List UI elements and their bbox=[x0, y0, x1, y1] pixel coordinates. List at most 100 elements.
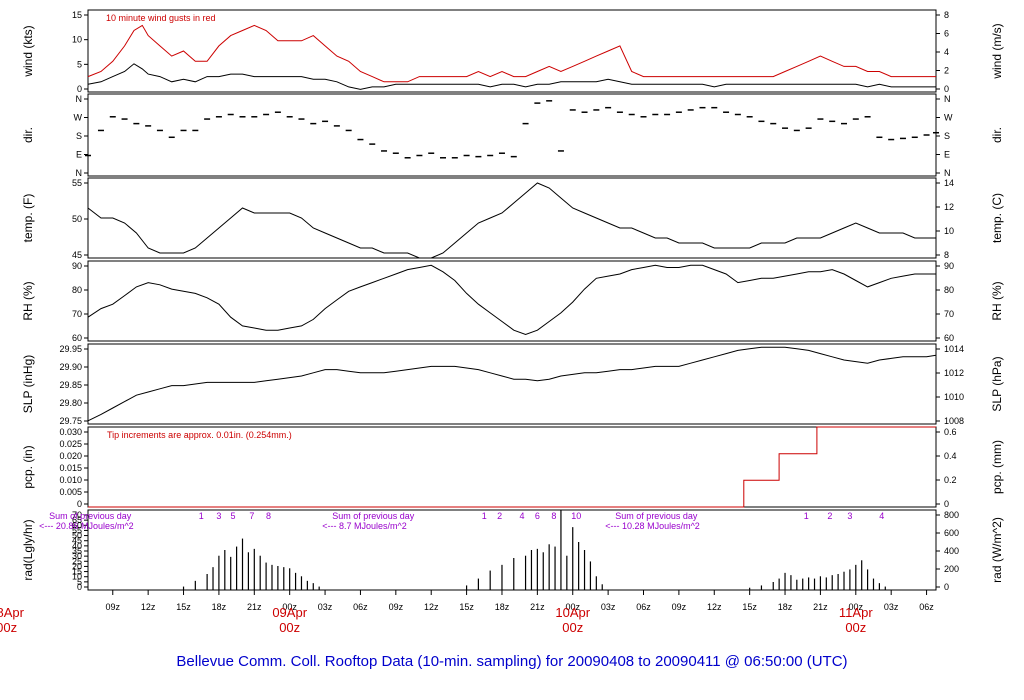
chart-title: Bellevue Comm. Coll. Rooftop Data (10-mi… bbox=[176, 653, 847, 670]
rad-hour-marker: 8 bbox=[266, 511, 271, 521]
rad-left-tick-label: 45 bbox=[72, 536, 82, 546]
rad-hour-marker: 4 bbox=[879, 511, 884, 521]
temp-left-tick-label: 55 bbox=[72, 178, 82, 188]
rad-hour-marker: 1 bbox=[199, 511, 204, 521]
rad-hour-marker: 7 bbox=[249, 511, 254, 521]
slp-right-tick-label: 1012 bbox=[944, 368, 964, 378]
wind-right-tick-label: 8 bbox=[944, 10, 949, 20]
rh-right-axis-label: RH (%) bbox=[990, 281, 1004, 320]
wind-left-tick-label: 5 bbox=[77, 59, 82, 69]
rad-left-tick-label: 20 bbox=[72, 561, 82, 571]
wind-left-tick-label: 15 bbox=[72, 10, 82, 20]
x-tick-label: 03z bbox=[884, 602, 899, 612]
rad-left-tick-label: 30 bbox=[72, 551, 82, 561]
slp-right-tick-label: 1008 bbox=[944, 416, 964, 426]
rad-left-tick-label: 5 bbox=[77, 577, 82, 587]
rad-day-note-line1: Sum of previous day bbox=[332, 511, 415, 521]
rh-frame bbox=[87, 260, 937, 342]
x-tick-label: 06z bbox=[919, 602, 934, 612]
dir-right-tick-label: N bbox=[944, 168, 951, 178]
rad-hour-marker: 2 bbox=[497, 511, 502, 521]
temp-temperature-line bbox=[87, 182, 936, 259]
rad-hour-marker: 6 bbox=[535, 511, 540, 521]
rh-left-tick-label: 60 bbox=[72, 333, 82, 343]
pcp-right-axis-label: pcp. (mm) bbox=[990, 440, 1004, 494]
panel-wind: 0 5 10 15 0 2 4 6 8 wind (kts) wind (m/s) 10 minute… bbox=[21, 9, 1004, 94]
rad-left-tick-label: 60 bbox=[72, 520, 82, 530]
slp-left-tick-label: 29.95 bbox=[59, 344, 82, 354]
wind-right-tick-label: 6 bbox=[944, 29, 949, 39]
pcp-left-tick-label: 0.005 bbox=[59, 487, 82, 497]
rh-right-tick-label: 60 bbox=[944, 333, 954, 343]
slp-left-axis-label: SLP (inHg) bbox=[21, 355, 35, 413]
rad-hour-marker: 1 bbox=[482, 511, 487, 521]
dir-left-tick-label: W bbox=[74, 113, 83, 123]
rad-right-tick-label: 800 bbox=[944, 510, 959, 520]
x-tick-label: 15z bbox=[459, 602, 474, 612]
dir-right-tick-label: S bbox=[944, 131, 950, 141]
dir-left-tick-label: S bbox=[76, 131, 82, 141]
panel-rh: 60 70 80 90 60 70 80 90 RH (%) RH (%) bbox=[21, 260, 1004, 343]
x-tick-label: 18z bbox=[495, 602, 510, 612]
rh-left-tick-label: 70 bbox=[72, 309, 82, 319]
rh-left-tick-label: 80 bbox=[72, 285, 82, 295]
x-tick-label: 12z bbox=[424, 602, 439, 612]
wind-speed-line bbox=[87, 63, 936, 90]
x-tick-label: 21z bbox=[813, 602, 828, 612]
x-tick-label: 09z bbox=[106, 602, 121, 612]
day-label-sub: 00z bbox=[279, 620, 300, 635]
wind-right-tick-label: 4 bbox=[944, 47, 949, 57]
rh-left-axis-label: RH (%) bbox=[21, 281, 35, 320]
rad-day-note-line2: <--- 20.86 MJoules/m^2 bbox=[39, 521, 134, 531]
x-tick-label: 00z bbox=[282, 602, 297, 612]
wind-left-tick-label: 10 bbox=[72, 35, 82, 45]
day-label: 08Apr bbox=[0, 605, 25, 620]
rad-hour-marker: 1 bbox=[804, 511, 809, 521]
rad-hour-marker: 4 bbox=[520, 511, 525, 521]
x-tick-label: 03z bbox=[318, 602, 333, 612]
x-tick-label: 09z bbox=[672, 602, 687, 612]
x-tick-label: 12z bbox=[141, 602, 156, 612]
rad-hour-marker: 3 bbox=[847, 511, 852, 521]
x-tick-label: 00z bbox=[565, 602, 580, 612]
temp-left-tick-label: 45 bbox=[72, 250, 82, 260]
slp-pressure-line bbox=[87, 346, 937, 422]
day-label-sub: 00z bbox=[845, 620, 866, 635]
pcp-note: Tip increments are approx. 0.01in. (0.25… bbox=[107, 430, 292, 440]
pcp-right-tick-label: 0.2 bbox=[944, 475, 957, 485]
wind-right-tick-label: 0 bbox=[944, 84, 949, 94]
x-tick-label: 09z bbox=[389, 602, 404, 612]
rad-right-tick-label: 400 bbox=[944, 546, 959, 556]
pcp-left-tick-label: 0.030 bbox=[59, 427, 82, 437]
x-tick-label: 00z bbox=[849, 602, 864, 612]
rad-left-tick-label: 15 bbox=[72, 567, 82, 577]
temp-left-axis-label: temp. (F) bbox=[21, 194, 35, 243]
rad-right-axis-label: rad (W/m^2) bbox=[990, 517, 1004, 583]
rad-hour-marker: 10 bbox=[571, 511, 581, 521]
rh-right-tick-label: 70 bbox=[944, 309, 954, 319]
slp-left-tick-label: 29.75 bbox=[59, 416, 82, 426]
pcp-precip-line bbox=[88, 426, 936, 508]
rad-day-note-line2: <--- 8.7 MJoules/m^2 bbox=[322, 521, 407, 531]
panel-temp: 45 50 55 8 10 12 14 temp. (F) temp. (C) bbox=[21, 177, 1004, 260]
dir-right-tick-label: W bbox=[944, 113, 953, 123]
rad-left-tick-label: 70 bbox=[72, 510, 82, 520]
temp-left-tick-label: 50 bbox=[72, 214, 82, 224]
dir-right-tick-label: E bbox=[944, 150, 950, 160]
pcp-left-axis-label: pcp. (in) bbox=[21, 445, 35, 488]
dir-left-axis-label: dir. bbox=[21, 127, 35, 143]
pcp-left-tick-label: 0 bbox=[77, 499, 82, 509]
rh-right-tick-label: 80 bbox=[944, 285, 954, 295]
day-label-sub: 00z bbox=[562, 620, 583, 635]
temp-right-tick-label: 10 bbox=[944, 226, 954, 236]
dir-left-tick-label: N bbox=[76, 94, 83, 104]
day-label: 10Apr bbox=[555, 605, 590, 620]
slp-left-tick-label: 29.85 bbox=[59, 380, 82, 390]
x-tick-label: 03z bbox=[601, 602, 616, 612]
rad-left-axis-label: rad(Lgly/hr) bbox=[21, 519, 35, 580]
wind-right-axis-label: wind (m/s) bbox=[990, 23, 1004, 79]
rad-left-tick-label: 10 bbox=[72, 572, 82, 582]
